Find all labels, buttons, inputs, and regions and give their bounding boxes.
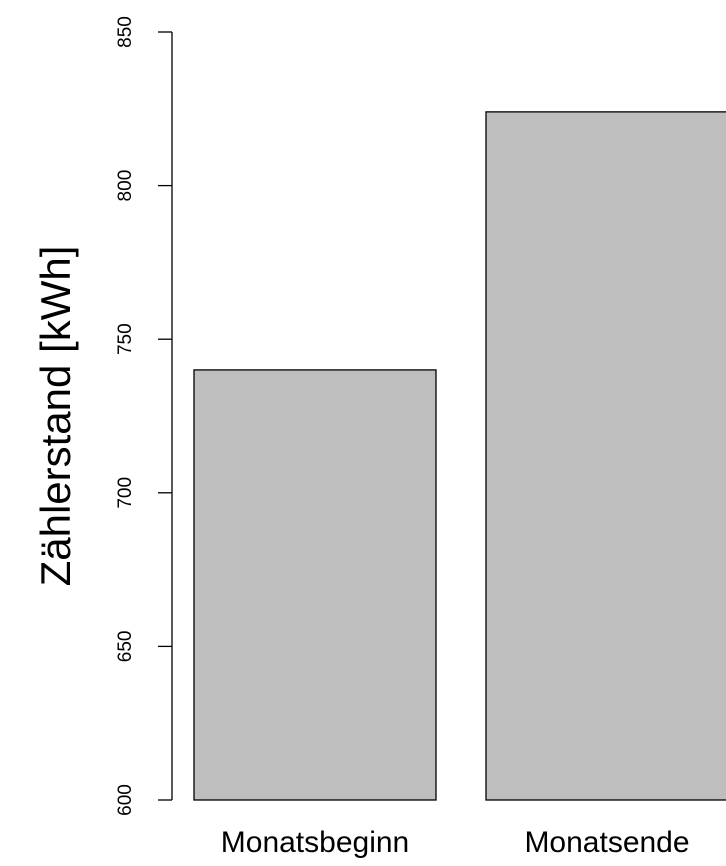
y-axis-label: Zählerstand [kWh] <box>32 246 79 587</box>
bar-monatsbeginn <box>193 369 437 801</box>
y-tick-label: 850 <box>115 16 136 48</box>
x-category-label: Monatsende <box>524 826 689 859</box>
x-category-label: Monatsbeginn <box>221 826 409 859</box>
y-tick-label: 600 <box>115 784 136 816</box>
y-tick-label: 650 <box>115 631 136 663</box>
y-tick-label: 750 <box>115 323 136 355</box>
y-tick-label: 700 <box>115 477 136 509</box>
y-axis: 600 650 700 750 800 850 <box>115 16 173 816</box>
bars-layer <box>193 111 726 801</box>
x-axis-category-labels: Monatsbeginn Monatsende <box>221 826 690 859</box>
y-tick-label: 800 <box>115 170 136 202</box>
bar-monatsende <box>485 111 726 801</box>
